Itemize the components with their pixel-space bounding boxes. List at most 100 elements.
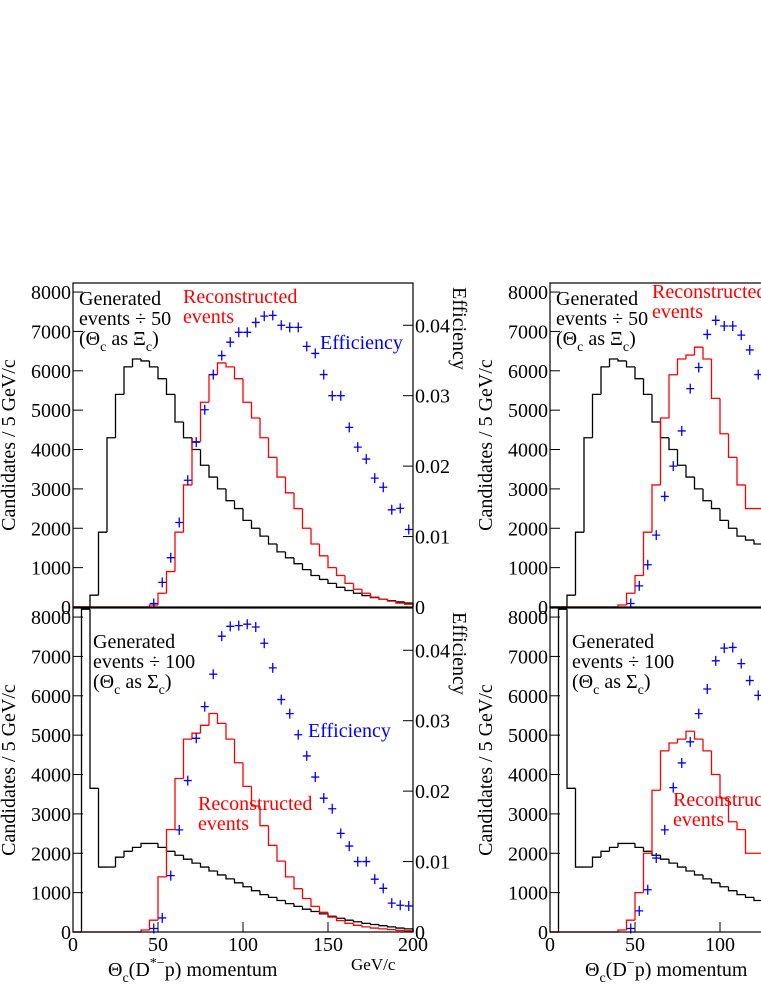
y-tick-label: 1000 — [508, 883, 548, 905]
y-tick-label: 1000 — [31, 883, 71, 905]
y2-tick-label: 0.03 — [415, 386, 450, 408]
histogram-bin — [736, 821, 746, 831]
histogram-bin — [216, 477, 226, 490]
efficiency-point — [175, 517, 184, 528]
efficiency-point — [370, 874, 379, 885]
histogram-bin — [250, 402, 260, 419]
y-tick-label: 8000 — [31, 282, 71, 304]
histogram-bin — [335, 567, 345, 577]
efficiency-point — [268, 662, 277, 673]
histogram-bin — [386, 925, 396, 928]
annotation-part: (Θ — [572, 671, 593, 693]
histogram-bin — [361, 593, 371, 597]
histogram-bin — [216, 362, 226, 375]
x-tick-label: 100 — [228, 934, 258, 956]
histogram-bin — [174, 394, 184, 423]
y2-axis-title: Efficiency — [448, 612, 470, 695]
histogram-bin — [754, 852, 761, 854]
efficiency-point — [396, 503, 405, 514]
annotation-part: events — [652, 301, 703, 323]
panel: 0 1000 2000 3000 4000 5000 6000 7000 8000 Candida… — [475, 281, 761, 619]
histogram-bin — [736, 890, 746, 896]
histogram-bin — [199, 724, 209, 734]
histogram-bin — [242, 762, 252, 787]
histogram-bin — [651, 789, 661, 854]
histogram-bin — [744, 894, 754, 899]
histogram-bin — [352, 920, 362, 923]
x-axis-title-part: Θ — [108, 959, 122, 981]
histogram-bin — [114, 393, 124, 438]
y-tick-label: 8000 — [508, 607, 548, 629]
y-tick-label: 7000 — [508, 646, 548, 668]
histogram-bin — [191, 441, 201, 485]
y2-tick-label: 0 — [415, 597, 425, 619]
annotation: Reconstructed — [673, 789, 761, 811]
annotation-part: c — [623, 340, 629, 355]
x-axis-title: Θc(D−p) momentum — [585, 956, 748, 985]
y2-tick-label: 0.02 — [415, 456, 450, 478]
efficiency-point — [660, 824, 669, 835]
annotation-part: as Σ — [599, 671, 637, 693]
histogram-bin — [148, 360, 158, 368]
efficiency-point — [635, 905, 644, 916]
histogram-bin — [710, 750, 720, 776]
annotation-part: ) — [629, 328, 636, 350]
y-tick-label: 4000 — [31, 440, 71, 462]
x-tick-label: 200 — [398, 934, 428, 956]
x-axis-title: Θc(D*−p) momentum — [108, 956, 278, 985]
histogram-bin — [293, 876, 303, 890]
histogram-bin — [284, 861, 294, 878]
y2-tick-label: 0.01 — [415, 852, 450, 874]
annotation: (Θc as Σc) — [572, 671, 651, 698]
annotation-part: events ÷ 50 — [79, 308, 171, 330]
y-tick-label: 1000 — [31, 558, 71, 580]
histogram-bin — [165, 828, 175, 877]
histogram-bin — [753, 540, 761, 545]
efficiency-point — [243, 619, 252, 630]
efficiency-point — [183, 475, 192, 486]
y-tick-label: 2000 — [508, 518, 548, 540]
annotation: (Θc as Ξc) — [79, 328, 159, 355]
x-axis-title-part: − — [627, 956, 635, 971]
efficiency-point — [234, 327, 243, 338]
efficiency-point — [362, 856, 371, 867]
y-tick-label: 0 — [61, 922, 71, 944]
histogram-bin — [97, 788, 107, 868]
histogram-bin — [267, 894, 277, 899]
y-tick-label: 2000 — [31, 518, 71, 540]
annotation: Generated — [556, 288, 638, 310]
histogram-bin — [165, 847, 175, 852]
histogram-bin — [369, 923, 379, 926]
histogram-bin — [267, 437, 277, 459]
histogram-bin — [719, 508, 729, 522]
histogram-bin — [259, 418, 269, 439]
histogram-bin — [710, 878, 720, 884]
efficiency-point — [226, 337, 235, 348]
histogram-bin — [754, 507, 761, 510]
histogram-bin — [310, 569, 320, 577]
efficiency-point — [209, 669, 218, 680]
annotation-part: (Θ — [79, 328, 100, 350]
efficiency-point — [209, 369, 218, 380]
panel: 0 1000 2000 3000 4000 5000 6000 7000 8000 0 50 100 C… — [475, 607, 761, 985]
histogram-bin — [378, 928, 388, 930]
efficiency-point — [336, 828, 345, 839]
efficiency-point — [643, 884, 652, 895]
efficiency-point — [669, 782, 678, 793]
histogram-bin — [250, 886, 260, 892]
histogram-bin — [659, 417, 669, 485]
efficiency-point — [686, 383, 695, 394]
annotation-part: c — [146, 340, 152, 355]
x-axis-title-part: c — [599, 971, 605, 985]
annotation-part: as Ξ — [583, 328, 623, 350]
histogram-bin — [208, 712, 218, 726]
x-axis-title-part: p) momentum — [165, 959, 278, 981]
histogram-bin — [131, 358, 141, 367]
histogram-bin — [600, 850, 610, 858]
histogram-bin — [208, 867, 218, 872]
histogram-bin — [608, 846, 618, 852]
annotation-part: Reconstructed — [183, 286, 297, 308]
y-tick-label: 7000 — [508, 321, 548, 343]
histogram-bin — [301, 563, 311, 571]
annotation-part: events ÷ 100 — [93, 651, 195, 673]
